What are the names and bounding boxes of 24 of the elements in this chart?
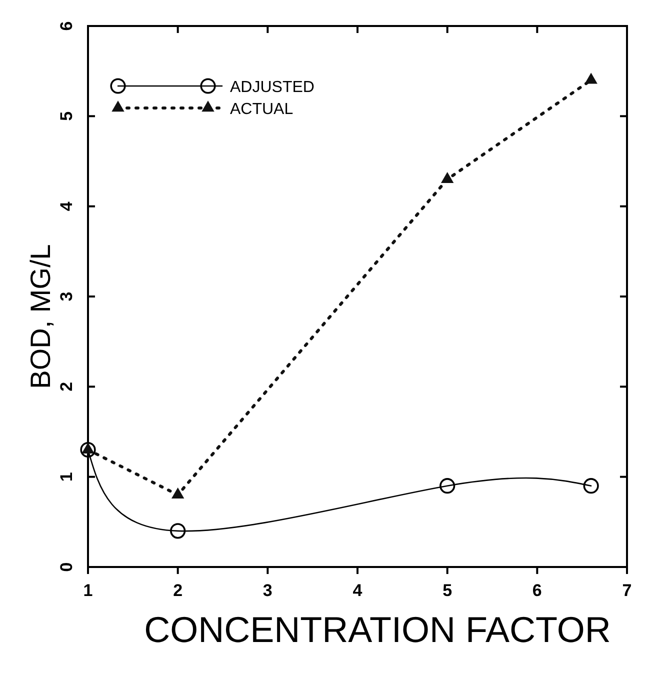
y-tick-label: 6 <box>57 21 76 31</box>
y-tick-label: 4 <box>57 201 76 212</box>
x-tick-label: 7 <box>622 581 632 600</box>
point <box>80 442 96 458</box>
y-tick-label: 2 <box>57 382 76 392</box>
x-tick-label: 5 <box>442 581 452 600</box>
x-tick-label: 3 <box>262 581 272 600</box>
y-tick-label: 0 <box>57 562 76 572</box>
y-tick-label: 5 <box>57 111 76 121</box>
x-tick-label: 2 <box>173 581 183 600</box>
y-axis-title: BOD, MG/L <box>25 244 56 389</box>
point <box>440 172 454 183</box>
x-tick-label: 6 <box>532 581 542 600</box>
y-tick-label: 3 <box>57 292 76 302</box>
legend-label: ADJUSTED <box>230 79 314 96</box>
x-tick-label: 4 <box>352 581 363 600</box>
x-tick-label: 1 <box>83 581 93 600</box>
legend-label: ACTUAL <box>230 101 294 118</box>
point <box>440 478 456 494</box>
y-tick-label: 1 <box>57 472 76 482</box>
x-axis-title: CONCENTRATION FACTOR <box>144 609 611 650</box>
point <box>583 478 599 494</box>
point <box>584 72 598 84</box>
point <box>170 523 186 539</box>
